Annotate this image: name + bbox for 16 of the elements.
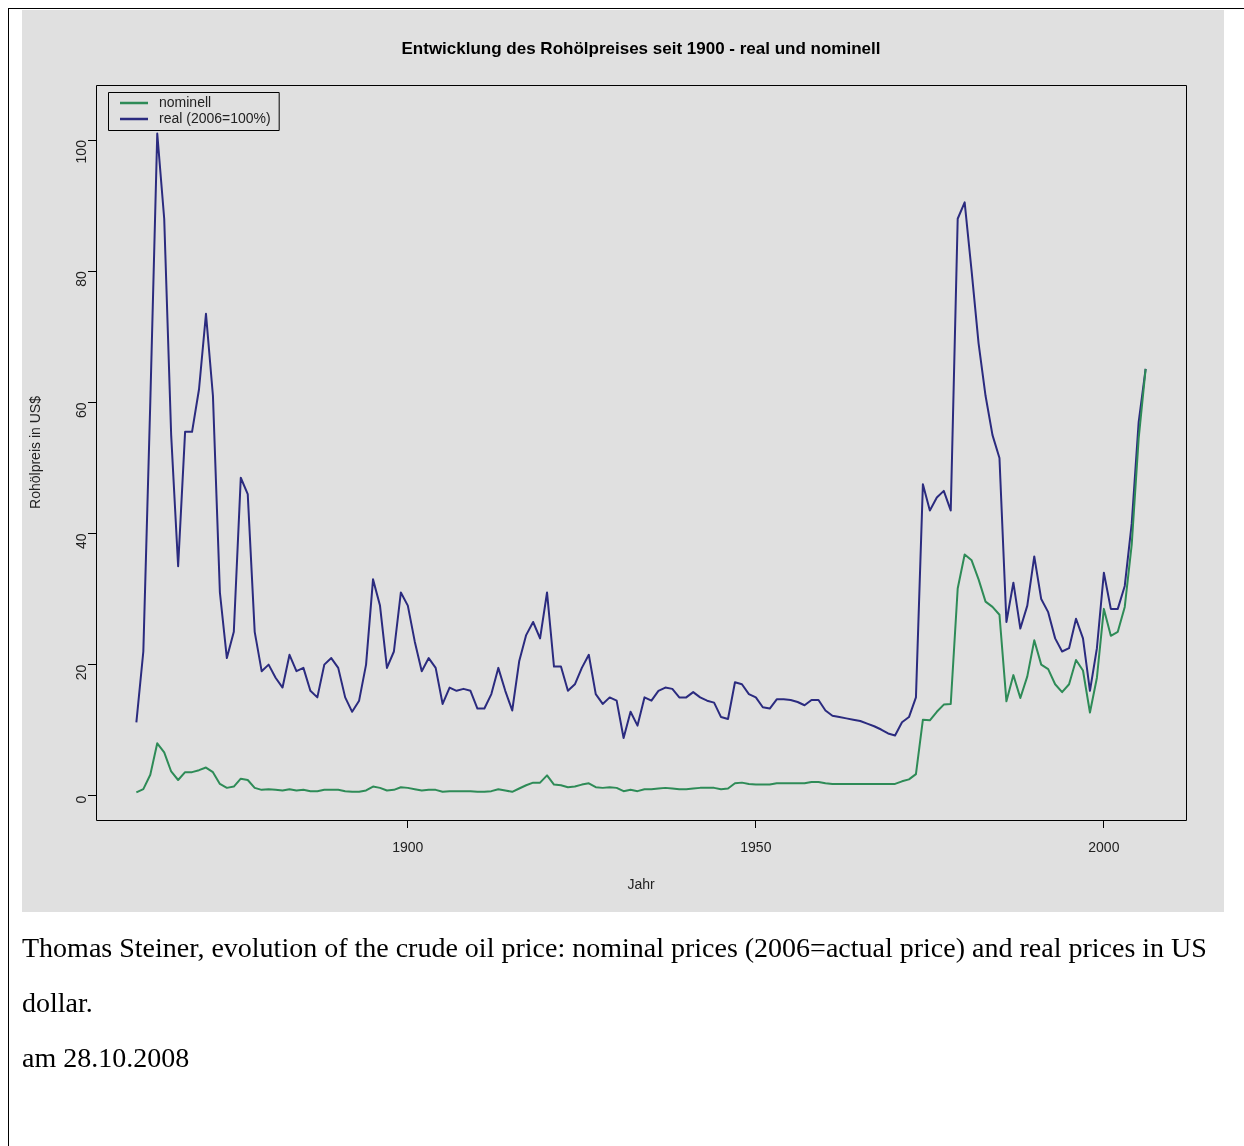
y-axis-title: Rohölpreis in US$ xyxy=(26,395,43,509)
x-tick-label: 2000 xyxy=(1088,839,1120,856)
text: Thomas Steiner, evolution of the crude oil price: nominal prices (2006=actual price) and real prices in US dollar. xyxy=(22,931,1208,1020)
chart-title: Entwicklung des Rohölpreises seit 1900 - real und nominell xyxy=(401,38,881,58)
y-tick-label: 60 xyxy=(72,402,89,418)
x-tick-label: 1900 xyxy=(392,839,424,856)
legend-label: real (2006=100%) xyxy=(159,109,271,126)
x-tick-label: 1950 xyxy=(740,839,772,856)
text: am 28.10.2008 xyxy=(22,1041,191,1075)
y-tick-label: 0 xyxy=(72,795,89,804)
legend-label: nominell xyxy=(159,93,212,110)
y-tick-label: 100 xyxy=(72,139,89,164)
y-tick-label: 80 xyxy=(72,271,89,287)
x-axis-title: Jahr xyxy=(627,875,655,892)
y-tick-label: 40 xyxy=(72,533,89,550)
y-tick-label: 20 xyxy=(72,664,89,681)
